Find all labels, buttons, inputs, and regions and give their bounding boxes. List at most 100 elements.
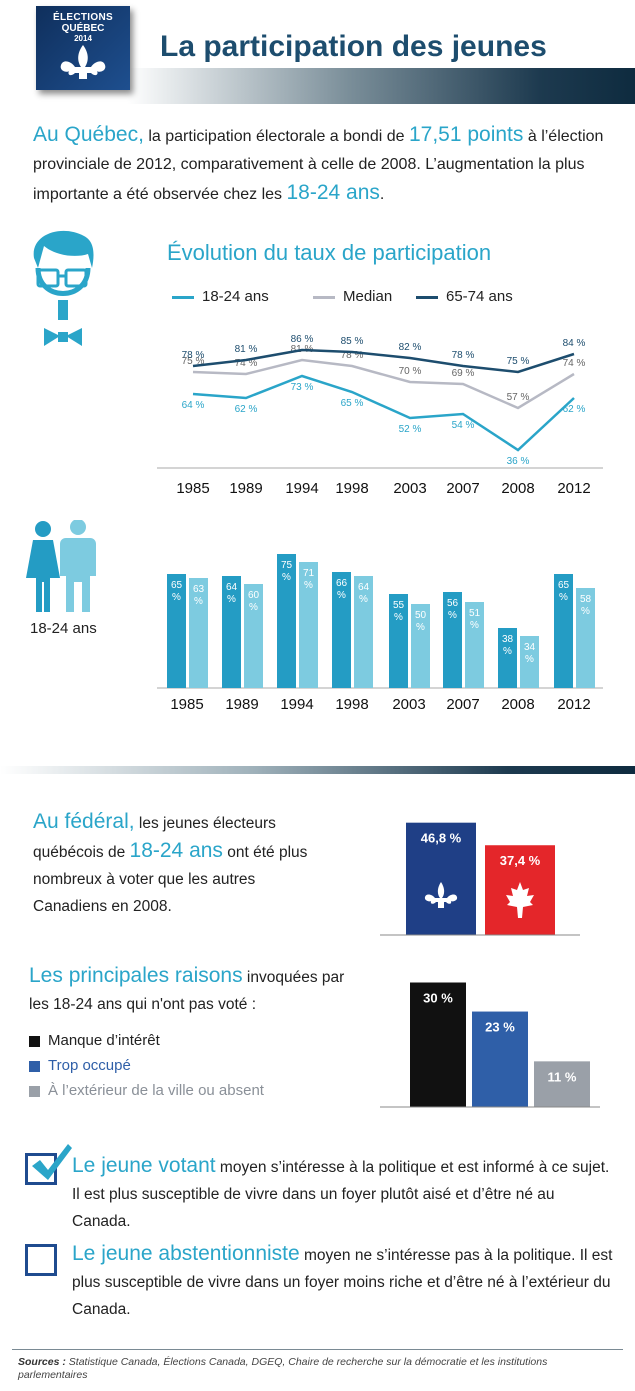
reason-label-0: 30 % (423, 991, 453, 1006)
federal-highlight: 18-24 ans (129, 839, 223, 862)
bar-0-1 (222, 576, 241, 688)
line-label-1-3: 78 % (341, 350, 364, 361)
federal-text2: ont été plus nombreux à voter que les au… (33, 844, 308, 915)
footer-divider (12, 1349, 623, 1350)
voter-text: moyen s’intéresse à la politique et est … (72, 1159, 610, 1230)
empty-box-icon (25, 1244, 57, 1276)
bar-label-1-4: 50 (415, 610, 427, 621)
reason-bar-2 (534, 1061, 590, 1107)
bar-0-4 (389, 594, 408, 688)
line-label-0-3: 65 % (341, 398, 364, 409)
intro-text1: la participation électorale a bondi de (143, 128, 409, 145)
bar-unit-0-7: % (559, 592, 568, 603)
maple-leaf-icon (506, 882, 534, 918)
line-label-0-4: 52 % (399, 424, 422, 435)
line-label-2-5: 78 % (452, 350, 475, 361)
intro-text2: à l’élection provinciale de 2012, compar… (33, 128, 604, 173)
checkmark-icon (32, 1144, 72, 1180)
reasons-lead: Les principales raisons (29, 964, 243, 987)
bar-1-4 (411, 604, 430, 688)
bar-unit-0-2: % (282, 572, 291, 583)
sources-text: Statistique Canada, Élections Canada, DG… (18, 1356, 548, 1381)
quebec-bar (406, 822, 476, 935)
reason-label-1: 23 % (485, 1020, 515, 1035)
bar-x-tick-7: 2012 (557, 696, 590, 713)
logo-line3: 2014 (74, 34, 92, 43)
legend-median: Median (313, 288, 392, 305)
fed-label-1: 37,4 % (500, 853, 541, 868)
fleur-de-lis-icon (60, 45, 106, 79)
logo-line2: QUÉBEC (61, 23, 105, 34)
bar-unit-1-5: % (470, 620, 479, 631)
abstainer-text: moyen ne s’intéresse pas à la politique.… (72, 1247, 613, 1318)
reasons-chart: 30 % 23 % 11 % (380, 982, 600, 1108)
voter-lead: Le jeune votant (72, 1154, 216, 1177)
line-label-0-2: 73 % (291, 382, 314, 393)
bar-unit-1-6: % (525, 654, 534, 665)
line-series-0 (192, 374, 575, 452)
logo-line1: ÉLECTIONS (53, 12, 113, 23)
bar-0-2 (277, 554, 296, 688)
line-x-tick-4: 2003 (393, 480, 426, 497)
bar-label-0-3: 66 (336, 578, 348, 589)
line-label-1-1: 74 % (235, 358, 258, 369)
bar-unit-0-5: % (448, 610, 457, 621)
reason-legend-2: Trop occupé (29, 1057, 131, 1074)
bar-1-6 (520, 636, 539, 688)
legend-youth: 18-24 ans (172, 288, 269, 305)
bar-chart: 65%64%75%66%55%56%38%65%63%60%71% 64%50%5… (157, 554, 603, 713)
bar-label-1-0: 63 (193, 584, 205, 595)
bar-x-tick-4: 2003 (392, 696, 425, 713)
bar-label-1-5: 51 (469, 608, 481, 619)
bar-x-tick-1: 1989 (225, 696, 258, 713)
bar-label-1-3: 64 (358, 582, 370, 593)
bar-chart-label: 18-24 ans (30, 620, 97, 637)
line-x-tick-6: 2008 (501, 480, 534, 497)
line-x-tick-0: 1985 (176, 480, 209, 497)
young-voter-icon (33, 230, 94, 346)
line-x-tick-3: 1998 (335, 480, 368, 497)
bar-label-0-1: 64 (226, 582, 238, 593)
bar-1-2 (299, 562, 318, 688)
line-label-0-6: 36 % (507, 456, 530, 467)
line-x-tick-1: 1989 (229, 480, 262, 497)
line-chart-title: Évolution du taux de participation (167, 240, 492, 265)
line-label-2-4: 82 % (399, 342, 422, 353)
line-label-2-6: 75 % (507, 356, 530, 367)
bar-label-0-7: 65 (558, 580, 570, 591)
bar-1-3 (354, 576, 373, 688)
bar-1-0 (189, 578, 208, 688)
bar-label-1-2: 71 (303, 568, 315, 579)
young-couple-icon (26, 520, 96, 612)
intro-lead: Au Québec, (33, 123, 144, 146)
bar-x-tick-0: 1985 (170, 696, 203, 713)
bar-unit-1-7: % (581, 606, 590, 617)
line-label-2-3: 85 % (341, 336, 364, 347)
line-label-2-7: 84 % (563, 338, 586, 349)
section-divider (0, 766, 635, 774)
bar-label-0-0: 65 (171, 580, 183, 591)
bar-unit-0-0: % (172, 592, 181, 603)
federal-lead: Au fédéral, (33, 810, 135, 833)
bar-unit-0-3: % (337, 590, 346, 601)
bar-x-tick-3: 1998 (335, 696, 368, 713)
reasons-text: invoquées par les 18-24 ans qui n'ont pa… (29, 969, 345, 1013)
bar-unit-0-1: % (227, 594, 236, 605)
line-label-0-0: 64 % (182, 400, 205, 411)
line-label-1-7: 74 % (563, 358, 586, 369)
elections-logo: ÉLECTIONS QUÉBEC 2014 (36, 6, 130, 90)
line-label-1-5: 69 % (452, 368, 475, 379)
bar-label-1-1: 60 (248, 590, 260, 601)
line-series-1 (192, 358, 575, 410)
line-label-1-4: 70 % (399, 366, 422, 377)
reason-bar-1 (472, 1011, 528, 1107)
bar-x-tick-5: 2007 (446, 696, 479, 713)
sources: Sources : Statistique Canada, Élections … (18, 1356, 598, 1382)
bar-label-0-2: 75 (281, 560, 293, 571)
bar-label-1-7: 58 (580, 594, 592, 605)
bar-x-tick-2: 1994 (280, 696, 313, 713)
line-label-1-0: 75 % (182, 356, 205, 367)
reason-label-2: 11 % (548, 1069, 577, 1084)
abstainer-lead: Le jeune abstentionniste (72, 1242, 300, 1265)
bar-unit-1-3: % (359, 594, 368, 605)
